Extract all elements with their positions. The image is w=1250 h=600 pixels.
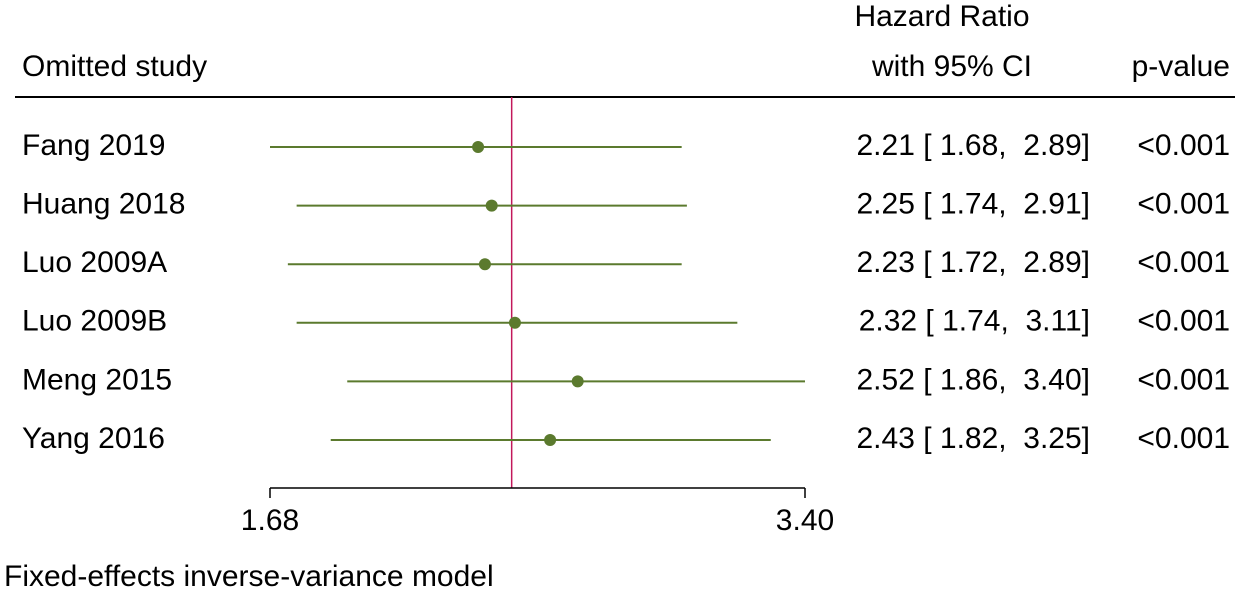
- study-label: Fang 2019: [22, 129, 165, 162]
- header-study: Omitted study: [22, 50, 207, 83]
- estimate-point: [544, 434, 557, 446]
- estimate-point: [478, 258, 491, 271]
- estimate-label: 2.25 [ 1.74, 2.91]: [856, 188, 1090, 221]
- model-note: Fixed-effects inverse-variance model: [4, 560, 494, 593]
- study-label: Luo 2009B: [22, 305, 167, 338]
- estimate-label: 2.43 [ 1.82, 3.25]: [856, 422, 1090, 455]
- study-label: Yang 2016: [22, 422, 165, 455]
- p-value: <0.001: [1137, 422, 1230, 455]
- estimate-label: 2.21 [ 1.68, 2.89]: [856, 129, 1090, 162]
- study-label: Meng 2015: [22, 363, 172, 396]
- x-tick-label: 1.68: [241, 504, 299, 537]
- estimate-label: 2.23 [ 1.72, 2.89]: [856, 246, 1090, 279]
- p-value: <0.001: [1137, 246, 1230, 279]
- estimate-point: [508, 316, 521, 329]
- estimate-point: [485, 199, 498, 212]
- p-value: <0.001: [1137, 129, 1230, 162]
- estimate-point: [472, 141, 485, 153]
- estimate-label: 2.32 [ 1.74, 3.11]: [859, 305, 1090, 338]
- study-label: Luo 2009A: [22, 246, 167, 279]
- header-estimate: Hazard Ratio: [854, 0, 1029, 33]
- header-estimate: with 95% CI: [871, 50, 1032, 83]
- p-value: <0.001: [1137, 188, 1230, 221]
- header-p: p-value: [1132, 50, 1230, 83]
- x-tick-label: 3.40: [776, 504, 834, 537]
- p-value: <0.001: [1137, 305, 1230, 338]
- estimate-label: 2.52 [ 1.86, 3.40]: [856, 363, 1090, 396]
- estimate-point: [571, 375, 584, 388]
- study-label: Huang 2018: [22, 188, 185, 221]
- p-value: <0.001: [1137, 363, 1230, 396]
